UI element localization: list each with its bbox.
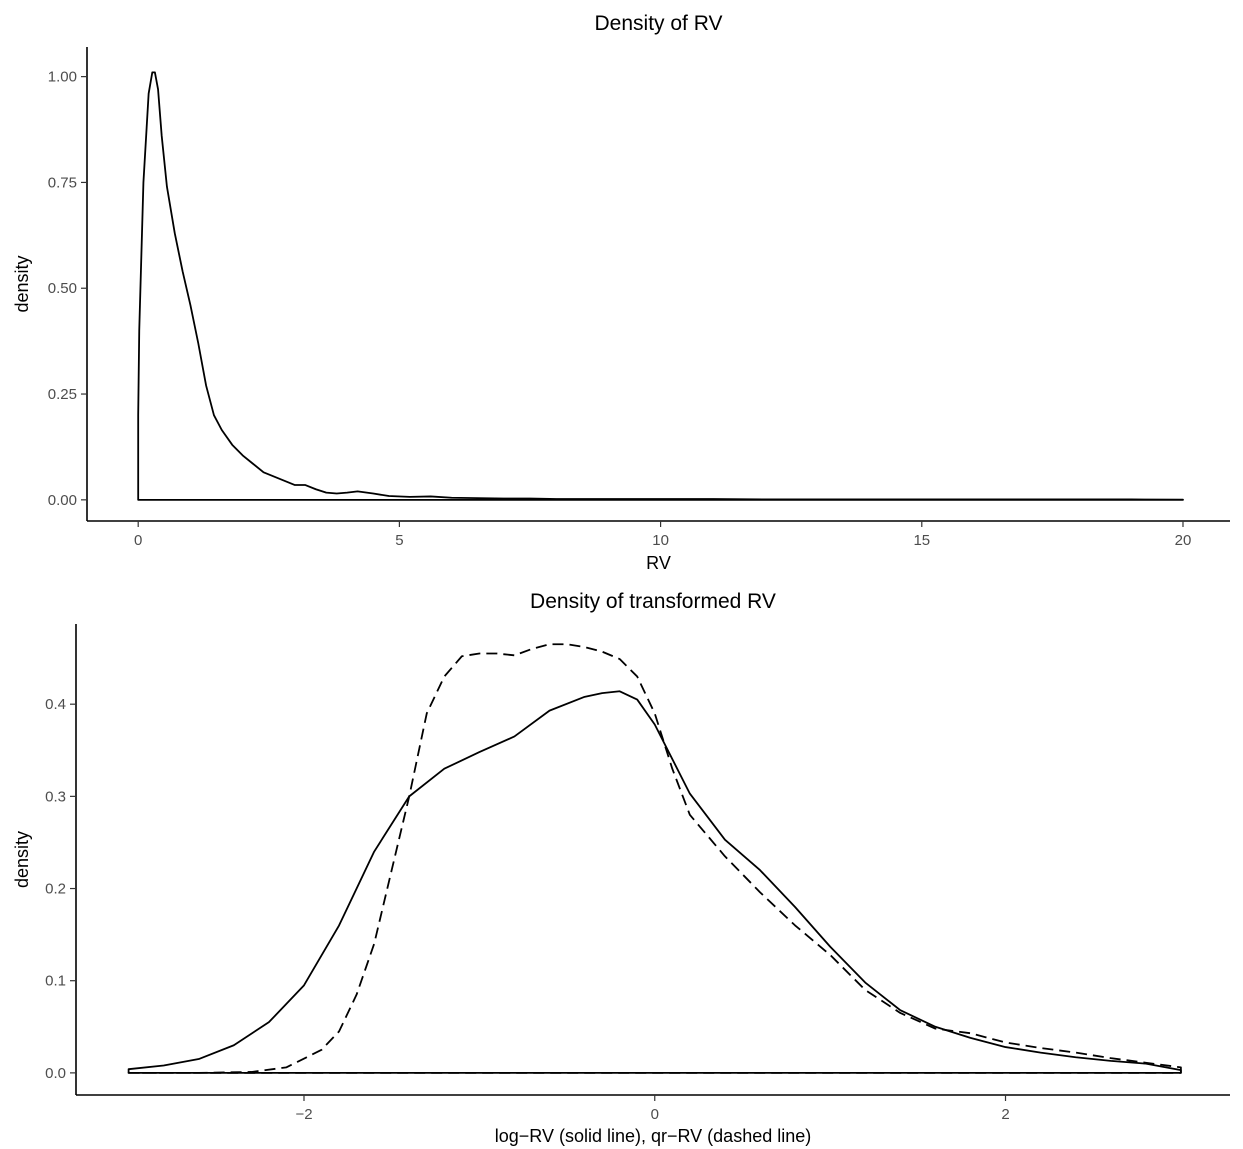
x-tick-label: 5 <box>395 532 403 549</box>
density-curve-dashed <box>127 643 1182 1074</box>
y-tick-label: 0.1 <box>45 973 66 990</box>
axes: 0 5 10 15 20 0.00 0.25 0.50 0.75 1.00 <box>48 47 1230 549</box>
x-tick-label: 20 <box>1175 532 1192 549</box>
x-tick-label: 0 <box>134 532 142 549</box>
chart-density-rv: Density of RV RV density 0 5 10 15 20 0.00 0.2… <box>12 12 1230 573</box>
x-tick-label: 15 <box>913 532 930 549</box>
chart-title: Density of transformed RV <box>530 590 776 613</box>
x-axis-title: RV <box>646 553 671 573</box>
y-tick-label: 0.0 <box>45 1065 66 1082</box>
y-tick-label: 1.00 <box>48 69 77 86</box>
y-tick-label: 0.75 <box>48 174 77 191</box>
y-tick-label: 0.2 <box>45 881 66 898</box>
y-tick-label: 0.00 <box>48 492 77 509</box>
x-tick-label: 10 <box>652 532 669 549</box>
density-curve-solid <box>127 690 1182 1074</box>
axes: −2 0 2 0.0 0.1 0.2 0.3 0.4 <box>45 624 1230 1123</box>
y-tick-label: 0.4 <box>45 696 66 713</box>
series-layer <box>137 71 1184 501</box>
chart-title: Density of RV <box>595 12 723 35</box>
y-axis-title: density <box>12 831 32 888</box>
chart-density-transformed-rv: Density of transformed RV log−RV (solid … <box>12 590 1230 1146</box>
x-tick-label: −2 <box>295 1106 312 1123</box>
y-tick-label: 0.25 <box>48 386 77 403</box>
x-axis-title: log−RV (solid line), qr−RV (dashed line) <box>495 1126 812 1146</box>
y-tick-label: 0.3 <box>45 788 66 805</box>
x-tick-label: 0 <box>651 1106 659 1123</box>
series-layer <box>127 643 1182 1074</box>
x-tick-label: 2 <box>1001 1106 1009 1123</box>
y-tick-label: 0.50 <box>48 280 77 297</box>
density-curve-solid <box>137 71 1184 501</box>
y-axis-title: density <box>12 255 32 312</box>
